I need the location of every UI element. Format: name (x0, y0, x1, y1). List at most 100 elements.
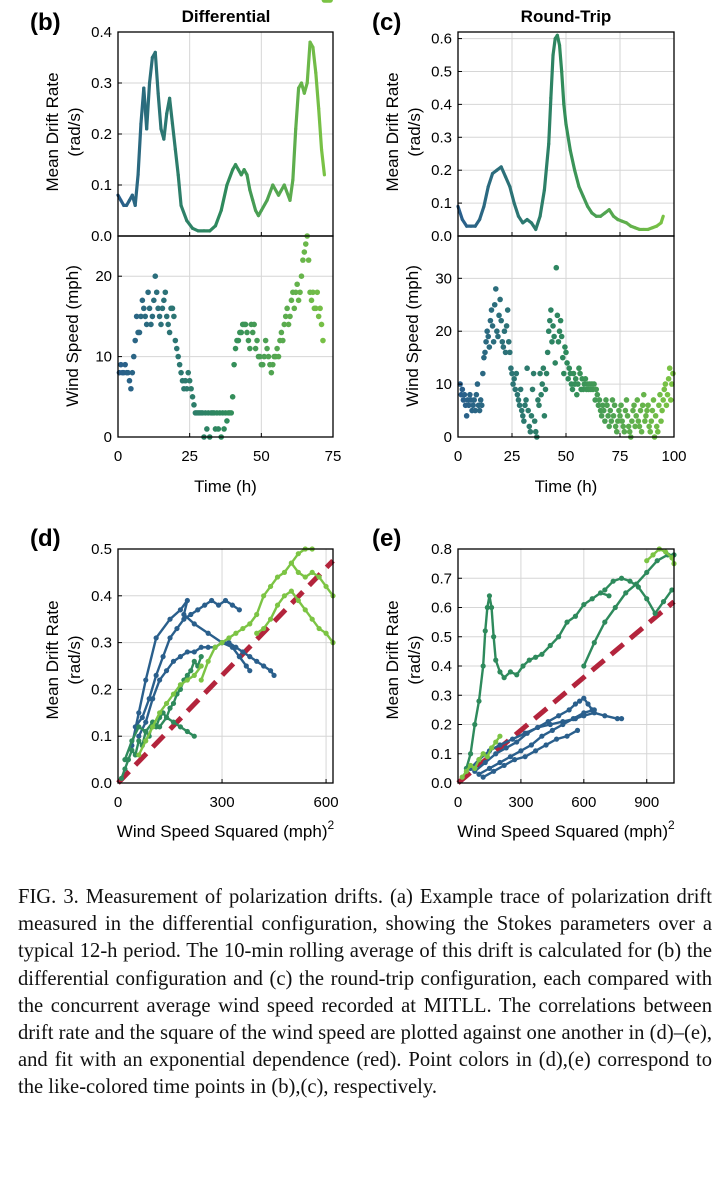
c-bottom-wind-point (485, 333, 492, 340)
c-bottom-wind-point (511, 376, 517, 382)
b-bottom-wind-point (169, 305, 176, 312)
c-bottom-wind-point (477, 397, 484, 403)
b-top-drift-segment (319, 147, 326, 177)
c-bottom-wind-point (554, 312, 561, 319)
e-ytick-label: 0.5 (431, 629, 452, 646)
c-bottom-wind-point (505, 338, 512, 345)
c-bottom-wind-point (514, 391, 521, 398)
chart-e: 0.0 0.1 0.2 0.3 0.4 0.5 0.6 0.7 0.8 0 300 600 900 Mea… (383, 541, 677, 841)
c-bottom-wind-point (662, 381, 669, 387)
c-bottom-wind-point (490, 338, 497, 345)
c-bottom-wind-point (577, 370, 583, 377)
b-top-drift-segment (219, 183, 229, 213)
c-bottom-wind-point (633, 413, 639, 419)
b-bottom-wind-point (129, 369, 136, 376)
chart-c-top: 0.0 0.1 0.2 0.3 0.4 0.5 0.6 Mean Drift Rate (rad… (383, 31, 675, 245)
d-xtick-label: 0 (114, 794, 122, 811)
b-bottom-wind-point (270, 361, 276, 368)
b-bottom-axes-frame (117, 235, 334, 438)
c-bottom-wind-point (499, 338, 506, 345)
c-bottom-wind-point (669, 381, 675, 387)
b-bottom-wind-point (172, 337, 179, 344)
b-bottom-wind-point (310, 289, 316, 296)
c-bottom-wind-point (557, 317, 564, 324)
c-bottom-wind-point (613, 428, 620, 435)
b-bottom-wind-point (317, 305, 323, 312)
c-bottom-wind-point (484, 328, 490, 335)
c-bottom-wind-point (495, 333, 501, 340)
e-ytick-label: 0.8 (431, 541, 452, 558)
c-bottom-wind-point (503, 323, 510, 329)
c-top-drift-segment (508, 185, 516, 205)
c-bottom-wind-point (599, 402, 606, 409)
chart-c-bottom: 0 10 20 30 0 25 50 75 100 Wind Speed (mph) Time (h… (403, 235, 687, 496)
c-bottom-wind-point (527, 428, 534, 435)
e-point (591, 707, 597, 713)
e-xtick-label: 300 (508, 794, 533, 811)
b-bottom-wind-point (149, 313, 156, 320)
d-trace-segment (144, 698, 154, 723)
c-bottom-wind-point (611, 402, 618, 409)
b-bottom-wind-point (249, 329, 256, 336)
c-bottom-wind-point (634, 397, 641, 403)
d-trace-segment (144, 726, 154, 742)
b-top-drift-segment (156, 91, 163, 131)
b-bottom-wind-point (189, 394, 196, 400)
b-bottom-wind-point (229, 394, 236, 400)
c-bottom-xtick-label: 25 (504, 448, 521, 465)
d-trace-segment (200, 660, 210, 681)
c-bottom-wind-point (518, 407, 525, 414)
b-top-drift-segment (213, 208, 223, 228)
b-bottom-wind-point (320, 337, 326, 344)
b-bottom-wind-point (300, 257, 306, 263)
c-bottom-wind-point (541, 413, 548, 419)
b-bottom-xtick-label: 0 (114, 448, 122, 465)
b-bottom-wind-point (176, 361, 183, 368)
c-bottom-xtick-label: 100 (661, 448, 686, 465)
c-top-drift-segment (547, 96, 553, 146)
c-bottom-wind-point (476, 407, 483, 414)
b-bottom-wind-point (313, 305, 319, 312)
c-bottom-wind-point (645, 402, 651, 409)
c-bottom-xtick-label: 0 (454, 448, 462, 465)
c-top-drift-segment (564, 122, 572, 153)
d-point (247, 668, 253, 674)
e-trace-segment (593, 621, 606, 644)
c-bottom-wind-point (647, 428, 654, 435)
c-bottom-wind-point (626, 428, 633, 435)
c-bottom-wind-point (570, 370, 577, 377)
c-bottom-wind-point (515, 397, 522, 403)
b-bottom-wind-point (182, 377, 189, 384)
e-point (606, 593, 612, 599)
c-bottom-wind-point (572, 376, 579, 382)
c-bottom-wind-point (607, 407, 614, 414)
c-bottom-wind-point (593, 386, 600, 393)
b-bottom-ytick-label: 20 (95, 268, 112, 285)
b-bottom-xtick-label: 50 (253, 448, 270, 465)
b-bottom-wind-point (128, 385, 134, 392)
c-bottom-wind-point (488, 307, 495, 313)
b-bottom-wind-point (308, 297, 315, 304)
b-bottom-wind-point (259, 361, 266, 368)
c-top-drift-segment (542, 142, 551, 192)
b-bottom-wind-point (245, 337, 252, 344)
b-top-drift-segment (288, 178, 295, 202)
b-bottom-wind-point (148, 321, 154, 328)
c-bottom-wind-point (653, 423, 660, 430)
e-trace-segment (492, 636, 497, 661)
b-bottom-wind-point (327, 0, 333, 3)
c-bottom-wind-point (483, 338, 489, 345)
c-top-drift-segment (486, 171, 495, 189)
d-fit-line (116, 558, 335, 785)
b-bottom-xtick-label: 75 (325, 448, 342, 465)
b-top-drift-segment (168, 96, 175, 126)
e-trace-segment (490, 607, 495, 637)
e-xtick-label: 900 (634, 794, 659, 811)
c-bottom-wind-point (670, 370, 676, 377)
c-top-ytick-label: 0.4 (431, 96, 452, 113)
c-bottom-wind-point (539, 381, 546, 387)
b-bottom-wind-point (139, 297, 146, 304)
b-bottom-wind-point (132, 337, 138, 344)
c-bottom-wind-point (618, 402, 624, 409)
b-bottom-wind-point (163, 313, 170, 320)
